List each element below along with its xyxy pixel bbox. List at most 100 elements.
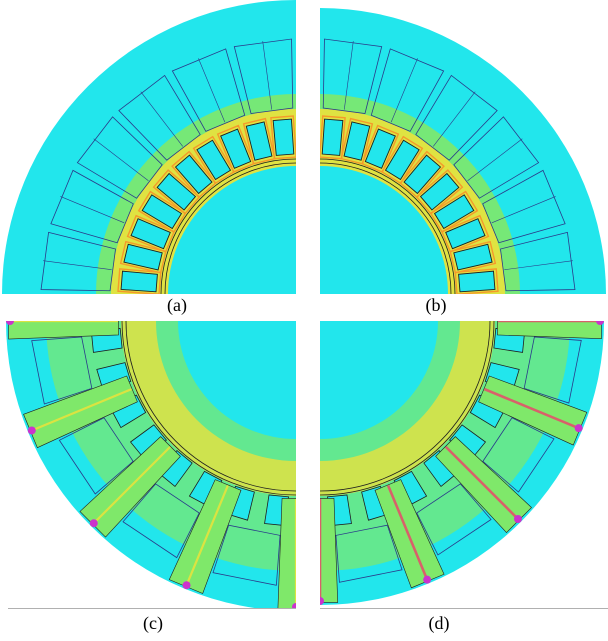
tooth-core-c-3 [184, 485, 229, 588]
magnet-a-4 [50, 169, 134, 244]
panel-a [0, 0, 296, 294]
coil-d-3 [335, 524, 403, 583]
tooth-core-d-2 [444, 445, 521, 522]
stator-tooth-d-3 [374, 479, 445, 589]
magnet-a-2 [118, 74, 201, 161]
magnet-b-4 [482, 169, 566, 244]
slot-a-2 [220, 128, 252, 169]
tooth-flux-a-6 [137, 190, 187, 233]
bore-c [178, 321, 296, 439]
tooth-flux-a-5 [152, 169, 201, 215]
coil-c-1 [58, 417, 134, 495]
slot-a-9 [120, 270, 158, 293]
magnet-split-b-5 [504, 260, 573, 271]
coil-d-0 [523, 336, 582, 404]
tooth-flux-b-1 [340, 117, 374, 165]
tooth-flux-b-8 [449, 240, 497, 274]
airgap-arc-b-1 [320, 158, 456, 294]
slot-b-5 [419, 172, 460, 211]
slot-b-0 [321, 118, 344, 156]
bore-b [320, 166, 448, 294]
caption-a: (a) [167, 295, 187, 315]
magnet-split-a-5 [43, 260, 112, 271]
airgap-arc-a-0 [164, 162, 296, 294]
tooth-flux-b-9 [454, 268, 499, 294]
stator-tooth-d-4 [320, 498, 339, 603]
saturation-tip-d-3 [423, 575, 432, 584]
magnet-split-a-4 [60, 196, 125, 224]
slot-a-0 [272, 118, 295, 156]
slot-b-7 [445, 218, 486, 250]
slot-b-8 [453, 243, 493, 271]
saturation-tip-c-2 [89, 519, 98, 528]
bore-a [168, 166, 296, 294]
magnet-split-b-2 [432, 91, 476, 147]
slot-a-8 [123, 243, 163, 271]
saturation-tip-d-2 [513, 514, 522, 523]
divider-line-right [320, 608, 608, 609]
tooth-flux-b-0 [320, 115, 346, 160]
panel-b [320, 0, 608, 294]
magnet-a-0 [233, 38, 294, 114]
saturation-tip-c-3 [182, 581, 191, 590]
magnet-b-2 [415, 74, 498, 161]
airgap-arc-c-1 [121, 321, 296, 496]
magnet-split-b-3 [467, 138, 523, 182]
coil-c-3 [212, 524, 281, 586]
airgap-arc-a-1 [160, 158, 296, 294]
slot-a-7 [130, 218, 171, 250]
slot-a-4 [174, 154, 213, 195]
slot-b-6 [433, 194, 475, 230]
field-plot-d [320, 321, 604, 605]
magnet-b-3 [453, 116, 540, 199]
caption-d: (d) [428, 613, 450, 633]
tooth-core-d-3 [386, 484, 430, 583]
saturation-tip-d-4 [320, 597, 324, 605]
tooth-flux-b-4 [399, 150, 445, 199]
tooth-flux-b-3 [381, 135, 424, 185]
tooth-flux-b-5 [415, 169, 464, 215]
slot-a-5 [156, 172, 197, 211]
saturation-tip-c-0 [6, 321, 14, 325]
magnet-split-b-0 [343, 41, 354, 110]
slot-b-3 [384, 139, 420, 181]
slot-a-3 [196, 139, 232, 181]
slot-b-2 [364, 128, 396, 169]
panel-c [0, 321, 296, 608]
magnet-a-5 [40, 231, 116, 292]
divider-line-left [8, 608, 296, 609]
slot-a-1 [245, 121, 273, 161]
saturation-tip-c-4 [292, 603, 296, 608]
field-plot-c [6, 321, 296, 608]
saturation-tip-c-1 [27, 426, 36, 435]
magnet-split-a-1 [198, 58, 226, 123]
saturation-tip-d-0 [596, 321, 604, 325]
stator-tooth-d-1 [478, 375, 588, 446]
tooth-flux-a-4 [171, 150, 217, 199]
tooth-flux-a-9 [117, 268, 162, 294]
stator-tooth-c-4 [277, 498, 296, 608]
tooth-flux-b-2 [361, 124, 400, 173]
slot-b-1 [343, 121, 371, 161]
magnet-split-b-4 [491, 196, 556, 224]
slot-b-9 [458, 270, 496, 293]
stator-tooth-d-0 [497, 321, 602, 340]
panel-d [320, 321, 608, 608]
field-band-d-1 [320, 321, 495, 496]
magnet-split-a-3 [93, 138, 149, 182]
tooth-flux-a-7 [126, 214, 175, 253]
airgap-arc-b-0 [320, 162, 452, 294]
magnet-a-3 [76, 116, 163, 199]
stator-tooth-c-3 [168, 479, 242, 594]
slot-a-6 [141, 194, 183, 230]
tooth-flux-a-2 [216, 124, 255, 173]
tooth-flux-b-7 [441, 214, 490, 253]
stator-tooth-c-1 [23, 375, 138, 449]
magnet-split-b-1 [390, 58, 418, 123]
caption-c: (c) [143, 613, 163, 633]
field-plot-a [2, 0, 296, 294]
magnet-b-1 [370, 48, 445, 132]
tooth-flux-a-8 [119, 240, 167, 274]
tooth-flux-a-0 [270, 115, 296, 160]
slot-b-4 [403, 154, 442, 195]
